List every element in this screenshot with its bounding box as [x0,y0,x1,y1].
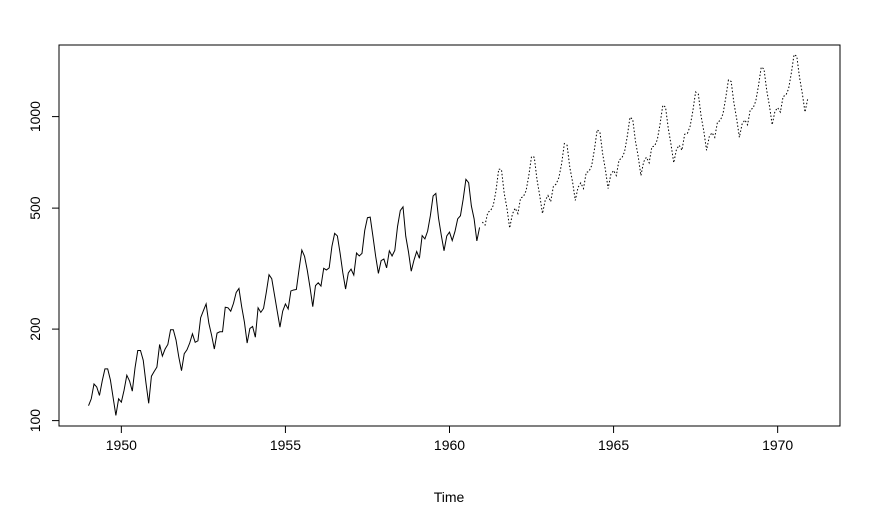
y-tick-label: 100 [27,409,43,433]
x-tick-label: 1970 [762,437,793,453]
y-tick-label: 500 [27,196,43,220]
y-axis: 100 200 500 1000 [27,101,60,433]
x-axis: 1950 1955 1960 1965 1970 [106,425,793,453]
forecast-line [481,53,809,229]
plot-frame [58,44,841,427]
observed-line [88,178,481,416]
x-axis-label: Time [434,489,465,505]
x-tick-label: 1965 [598,437,629,453]
y-tick-label: 200 [27,317,43,341]
x-tick-label: 1955 [270,437,301,453]
y-tick-label: 1000 [27,101,43,132]
x-tick-label: 1950 [106,437,137,453]
x-tick-label: 1960 [434,437,465,453]
series-layer [88,53,809,416]
